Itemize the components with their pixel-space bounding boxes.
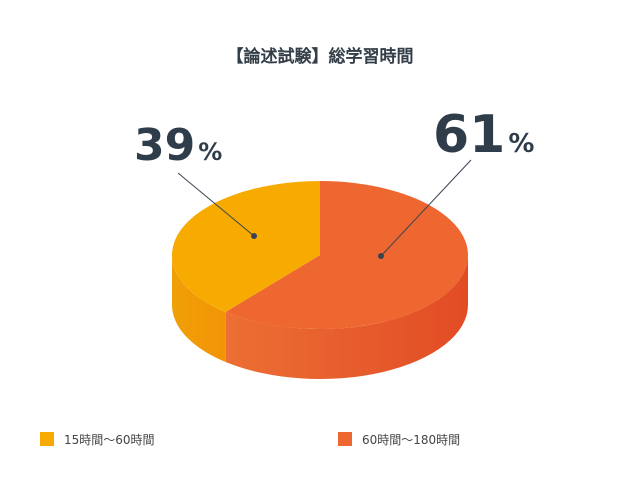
pie-sides — [172, 255, 469, 380]
leader-dot-0 — [251, 233, 257, 239]
legend: 15時間〜60時間 60時間〜180時間 — [40, 432, 460, 447]
leader-dot-1 — [378, 253, 384, 259]
legend-label-0: 15時間〜60時間 — [64, 433, 155, 447]
slice-side-orange — [225, 255, 469, 380]
chart-title: 【論述試験】総学習時間 — [227, 46, 414, 67]
slice-yellow — [172, 181, 320, 313]
pct-label-1: 61% — [433, 105, 534, 165]
leader-line-1 — [380, 159, 472, 257]
pie-tops — [172, 181, 469, 330]
pct-sign-1: % — [508, 129, 534, 159]
legend-label-1: 60時間〜180時間 — [362, 433, 460, 447]
slice-side-yellow — [172, 255, 226, 363]
pct-sign-0: % — [198, 138, 222, 166]
pie-labels: 39% 61% — [134, 105, 534, 259]
legend-swatch-1 — [338, 432, 352, 446]
leader-line-0 — [177, 172, 255, 237]
pct-label-0: 39% — [134, 120, 222, 171]
slice-orange — [225, 181, 469, 330]
legend-swatch-0 — [40, 432, 54, 446]
